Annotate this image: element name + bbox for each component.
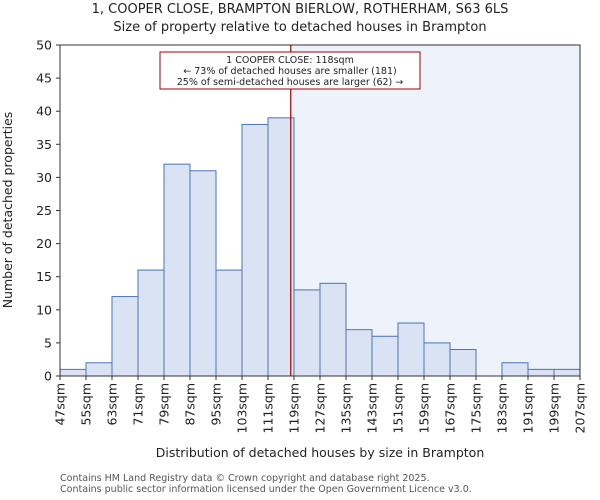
bar-159sqm bbox=[423, 342, 451, 377]
bar-103sqm bbox=[241, 123, 269, 377]
chart-title: 1, COOPER CLOSE, BRAMPTON BIERLOW, ROTHE… bbox=[91, 2, 509, 17]
x-tick-label: 207sqm bbox=[573, 383, 588, 433]
annotation-line: 25% of semi-detached houses are larger (… bbox=[177, 77, 404, 88]
bar-87sqm bbox=[189, 170, 217, 377]
x-tick-label: 167sqm bbox=[443, 383, 458, 433]
x-tick-label: 151sqm bbox=[391, 383, 406, 433]
bar-191sqm bbox=[527, 368, 555, 377]
annotation-line: 1 COOPER CLOSE: 118sqm bbox=[226, 55, 354, 66]
x-tick-label: 199sqm bbox=[547, 383, 562, 433]
x-tick-label: 47sqm bbox=[53, 383, 68, 426]
x-tick-label: 103sqm bbox=[235, 383, 250, 433]
y-tick-label: 20 bbox=[36, 236, 52, 251]
bar-111sqm bbox=[267, 117, 295, 377]
y-tick-label: 40 bbox=[36, 104, 52, 119]
bar-143sqm bbox=[371, 335, 399, 377]
x-tick-label: 87sqm bbox=[183, 383, 198, 426]
bar-79sqm bbox=[163, 163, 191, 377]
x-tick-label: 183sqm bbox=[495, 383, 510, 433]
bar-71sqm bbox=[137, 269, 165, 377]
bar-151sqm bbox=[397, 322, 425, 377]
bar-199sqm bbox=[553, 368, 581, 377]
bar-63sqm bbox=[111, 296, 139, 377]
x-tick-label: 79sqm bbox=[157, 383, 172, 426]
annotation-line: ← 73% of detached houses are smaller (18… bbox=[183, 66, 396, 77]
x-tick-label: 127sqm bbox=[313, 383, 328, 433]
bar-135sqm bbox=[345, 329, 373, 377]
footer-copyright: Contains HM Land Registry data © Crown c… bbox=[60, 473, 430, 484]
x-tick-label: 143sqm bbox=[365, 383, 380, 433]
bar-183sqm bbox=[501, 362, 529, 377]
bar-119sqm bbox=[293, 289, 321, 377]
x-tick-label: 63sqm bbox=[105, 383, 120, 426]
x-tick-label: 191sqm bbox=[521, 383, 536, 433]
y-tick-label: 30 bbox=[36, 170, 52, 185]
x-tick-label: 95sqm bbox=[209, 383, 224, 426]
chart-subtitle: Size of property relative to detached ho… bbox=[113, 20, 487, 35]
annotation-box bbox=[159, 51, 421, 90]
y-tick-label: 25 bbox=[36, 203, 52, 218]
y-tick-label: 50 bbox=[36, 38, 52, 53]
x-tick-label: 175sqm bbox=[469, 383, 484, 433]
chart-svg: 0 5 10 15 20 25 30 35 40 45 50 47sqm 55sqm 63sqm 71sq… bbox=[0, 38, 588, 461]
y-axis-label: Number of detached properties bbox=[0, 112, 15, 309]
y-tick-label: 5 bbox=[44, 335, 52, 350]
x-tick-label: 159sqm bbox=[417, 383, 432, 433]
bar-127sqm bbox=[319, 282, 347, 377]
x-tick-label: 71sqm bbox=[131, 383, 146, 426]
x-tick-label: 119sqm bbox=[287, 383, 302, 433]
footer-licence: Contains public sector information licen… bbox=[60, 484, 472, 495]
y-tick-label: 10 bbox=[36, 302, 52, 317]
y-tick-label: 45 bbox=[36, 71, 52, 86]
x-tick-label: 135sqm bbox=[339, 383, 354, 433]
y-tick-label: 15 bbox=[36, 269, 52, 284]
y-tick-label: 35 bbox=[36, 137, 52, 152]
bar-47sqm bbox=[59, 368, 87, 377]
bar-95sqm bbox=[215, 269, 243, 377]
x-tick-label: 111sqm bbox=[261, 383, 276, 433]
bar-55sqm bbox=[85, 362, 113, 377]
bar-167sqm bbox=[449, 349, 477, 377]
x-tick-label: 55sqm bbox=[79, 383, 94, 426]
x-axis-label: Distribution of detached houses by size … bbox=[156, 445, 485, 460]
y-tick-label: 0 bbox=[44, 369, 52, 384]
